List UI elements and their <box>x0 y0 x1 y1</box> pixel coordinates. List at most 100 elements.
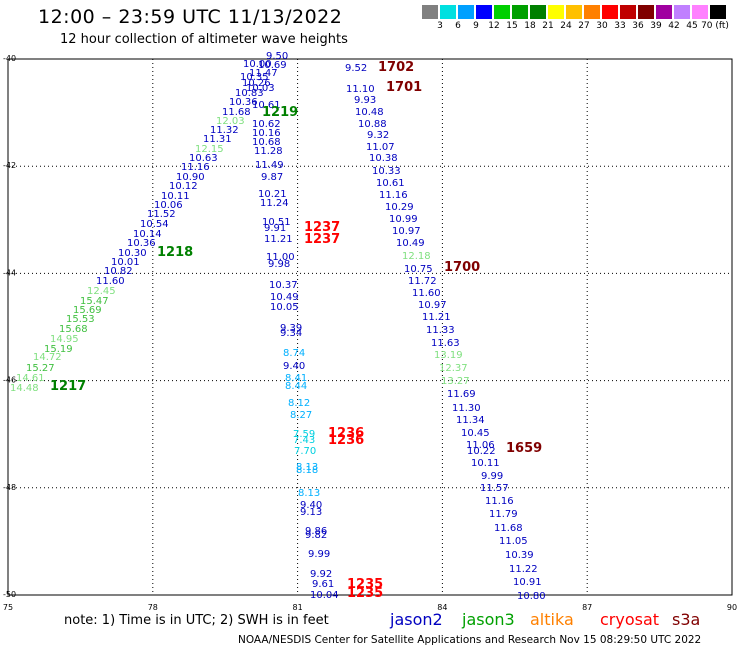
wave-height-value: 11.57 <box>480 483 509 494</box>
wave-height-value: 13.27 <box>441 376 470 387</box>
track-time-label: 1237 <box>304 232 340 247</box>
wave-height-value: 15.19 <box>44 344 73 355</box>
colorbar-swatch <box>458 5 474 19</box>
wave-height-value: 11.63 <box>431 338 460 349</box>
wave-height-value: 11.30 <box>452 403 481 414</box>
track-time-label: 1659 <box>506 441 542 456</box>
wave-height-value: 11.16 <box>485 496 514 507</box>
colorbar-label: 70 (ft) <box>701 21 729 31</box>
legend-cryosat: cryosat <box>600 610 660 629</box>
wave-height-value: 11.07 <box>366 142 395 153</box>
wave-height-value: 10.14 <box>133 229 162 240</box>
wave-height-value: 10.21 <box>258 189 287 200</box>
wave-height-value: 9.13 <box>300 507 322 518</box>
wave-height-value: 11.10 <box>346 84 375 95</box>
colorbar-swatch <box>476 5 492 19</box>
wave-height-value: 10.06 <box>154 200 183 211</box>
longitude-label: 90 <box>727 603 737 612</box>
colorbar-label: 39 <box>650 21 662 31</box>
wave-height-value: 10.45 <box>461 428 490 439</box>
wave-height-value: 14.61 <box>16 373 45 384</box>
credit-line: NOAA/NESDIS Center for Satellite Applica… <box>238 634 702 646</box>
wave-height-value: 10.35 <box>240 72 269 83</box>
wave-height-value: 10.99 <box>389 214 418 225</box>
wave-height-value: 10.49 <box>270 292 299 303</box>
wave-height-value: 10.30 <box>118 248 147 259</box>
wave-height-value: 11.52 <box>147 209 176 220</box>
colorbar-swatch <box>692 5 708 19</box>
wave-height-value: 10.97 <box>418 300 447 311</box>
wave-height-value: 15.68 <box>59 324 88 335</box>
latitude-label: -44 <box>3 268 16 277</box>
wave-height-value: 9.82 <box>305 530 327 541</box>
track-time-label: 1237 <box>304 220 340 235</box>
wave-height-value: 14.95 <box>50 334 79 345</box>
wave-height-value: 10.62 <box>252 119 281 130</box>
wave-height-value: 15.53 <box>66 314 95 325</box>
colorbar-swatch <box>566 5 582 19</box>
colorbar-swatch <box>674 5 690 19</box>
latitude-label: -50 <box>3 590 16 599</box>
colorbar-swatch <box>548 5 564 19</box>
wave-height-value: 10.01 <box>111 257 140 268</box>
wave-height-value: 8.74 <box>283 348 305 359</box>
wave-height-value: 8.12 <box>288 398 310 409</box>
colorbar-swatch <box>584 5 600 19</box>
wave-height-value: 9.50 <box>266 51 288 62</box>
wave-height-value: 15.47 <box>80 296 109 307</box>
colorbar-label: 15 <box>506 21 518 31</box>
wave-height-value: 11.69 <box>447 389 476 400</box>
wave-height-value: 11.21 <box>422 312 451 323</box>
longitude-label: 87 <box>582 603 592 612</box>
wave-height-value: 7.70 <box>294 446 316 457</box>
wave-height-value: 10.16 <box>252 128 281 139</box>
wave-height-value: 10.90 <box>176 172 205 183</box>
colorbar-swatch <box>422 5 438 19</box>
track-time-label: 1219 <box>262 105 298 120</box>
wave-height-value: 11.33 <box>426 325 455 336</box>
colorbar-label: 45 <box>686 21 698 31</box>
longitude-label: 78 <box>148 603 158 612</box>
colorbar-swatch <box>512 5 528 19</box>
colorbar-label: 30 <box>596 21 608 31</box>
wave-height-value: 8.18 <box>296 465 318 476</box>
wave-height-value: 10.00 <box>243 59 272 70</box>
colorbar-label: 36 <box>632 21 644 31</box>
wave-height-value: 9.40 <box>283 361 305 372</box>
track-time-label: 1236 <box>328 433 364 448</box>
wave-height-value: 10.61 <box>376 178 405 189</box>
wave-height-value: 9.91 <box>264 223 286 234</box>
colorbar-swatch <box>602 5 618 19</box>
wave-height-value: 11.06 <box>466 440 495 451</box>
wave-height-value: 9.40 <box>300 500 322 511</box>
track-time-label: 1235 <box>347 577 383 592</box>
wave-height-value: 15.27 <box>26 363 55 374</box>
wave-height-value: 11.68 <box>222 107 251 118</box>
wave-height-value: 8.13 <box>296 462 318 473</box>
wave-height-value: 11.34 <box>456 415 485 426</box>
track-time-label: 1218 <box>157 245 193 260</box>
wave-height-value: 11.24 <box>260 198 289 209</box>
legend-s3a: s3a <box>672 610 701 629</box>
wave-height-value: 15.69 <box>73 305 102 316</box>
lat-lon-grid <box>7 58 733 596</box>
wave-height-value: 11.79 <box>489 509 518 520</box>
colorbar-label: 33 <box>614 21 626 31</box>
wave-height-value: 10.22 <box>467 446 496 457</box>
colorbar-label: 3 <box>437 21 443 31</box>
wave-height-value: 10.33 <box>372 166 401 177</box>
wave-height-value: 10.11 <box>161 191 190 202</box>
wave-height-value: 11.05 <box>499 536 528 547</box>
wave-height-value: 10.03 <box>246 83 275 94</box>
wave-height-value: 11.60 <box>96 276 125 287</box>
colorbar-swatch <box>656 5 672 19</box>
wave-height-value: 10.48 <box>355 107 384 118</box>
legend-altika: altika <box>530 610 574 629</box>
wave-height-value: 11.00 <box>266 252 295 263</box>
colorbar-label: 12 <box>488 21 500 31</box>
map-subtitle: 12 hour collection of altimeter wave hei… <box>60 32 348 47</box>
wave-height-value: 9.92 <box>310 569 332 580</box>
wave-height-value: 9.52 <box>345 63 367 74</box>
